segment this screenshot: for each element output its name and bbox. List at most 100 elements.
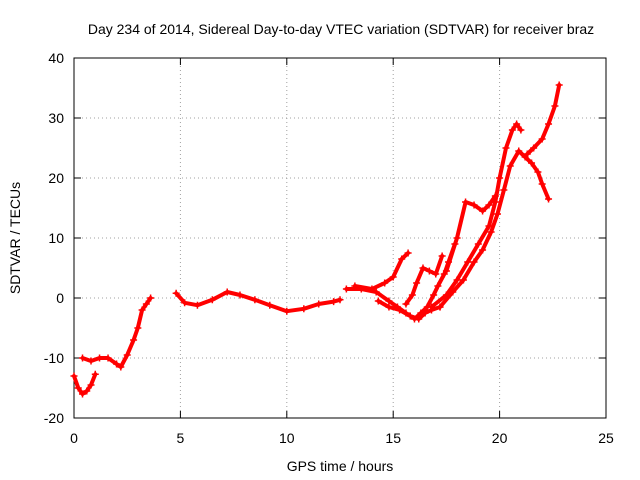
data-point	[398, 255, 406, 263]
data-point	[474, 240, 482, 248]
data-point	[506, 162, 514, 170]
data-point	[551, 102, 559, 110]
data-point	[432, 270, 440, 278]
data-point	[428, 303, 436, 311]
data-point	[436, 303, 444, 311]
data-point	[479, 207, 487, 215]
data-point	[493, 210, 501, 218]
series-line-arc-12	[525, 83, 562, 156]
data-point	[419, 264, 427, 272]
data-point	[147, 294, 155, 302]
data-point	[342, 285, 350, 293]
data-point	[508, 126, 516, 134]
data-point	[413, 279, 421, 287]
data-point	[374, 297, 382, 305]
data-point	[193, 301, 201, 309]
x-tick-label: 20	[492, 430, 508, 446]
data-point	[464, 258, 472, 266]
data-point	[402, 300, 410, 308]
data-point	[487, 228, 495, 236]
data-point	[453, 276, 461, 284]
data-point	[408, 291, 416, 299]
data-point	[485, 201, 493, 209]
data-point	[236, 291, 244, 299]
data-point	[351, 282, 359, 290]
data-point	[538, 180, 546, 188]
data-point	[104, 354, 112, 362]
data-point	[300, 305, 308, 313]
data-point	[266, 301, 274, 309]
x-tick-label: 5	[177, 430, 185, 446]
data-point	[372, 288, 380, 296]
data-point	[83, 387, 91, 395]
data-point	[528, 159, 536, 167]
data-point	[404, 249, 412, 257]
data-point	[530, 144, 538, 152]
data-point	[87, 381, 95, 389]
data-point	[113, 360, 121, 368]
data-point	[459, 276, 467, 284]
data-point	[430, 291, 438, 299]
data-point	[545, 120, 553, 128]
x-tick-label: 25	[598, 430, 614, 446]
data-point	[130, 336, 138, 344]
data-point	[117, 363, 125, 371]
data-point	[208, 296, 216, 304]
y-tick-label: 40	[48, 50, 64, 66]
data-point	[283, 307, 291, 315]
y-axis-label: SDTVAR / TECUs	[7, 182, 23, 294]
x-tick-label: 10	[279, 430, 295, 446]
data-point	[453, 234, 461, 242]
data-point	[523, 150, 531, 158]
data-point	[385, 303, 393, 311]
data-point	[381, 279, 389, 287]
y-tick-label: 30	[48, 110, 64, 126]
data-point	[470, 258, 478, 266]
data-point	[470, 201, 478, 209]
data-point	[138, 306, 146, 314]
data-point	[545, 195, 553, 203]
y-tick-label: 10	[48, 230, 64, 246]
data-point	[442, 267, 450, 275]
data-point	[502, 144, 510, 152]
data-point	[396, 306, 404, 314]
data-point	[134, 324, 142, 332]
data-point	[79, 354, 87, 362]
x-tick-label: 0	[70, 430, 78, 446]
data-point	[496, 174, 504, 182]
data-point	[181, 299, 189, 307]
data-point	[538, 135, 546, 143]
data-point	[251, 296, 259, 304]
data-point	[410, 315, 418, 323]
data-point	[438, 252, 446, 260]
data-point	[87, 357, 95, 365]
data-point	[513, 120, 521, 128]
y-tick-label: -20	[44, 410, 64, 426]
series-line-arc-2	[80, 296, 153, 369]
data-point	[479, 246, 487, 254]
y-tick-label: -10	[44, 350, 64, 366]
data-point	[517, 126, 525, 134]
data-point	[500, 186, 508, 194]
data-point	[336, 296, 344, 304]
data-point	[79, 390, 87, 398]
data-point	[223, 288, 231, 296]
data-point	[368, 285, 376, 293]
data-point	[534, 168, 542, 176]
series-line-arc-10	[429, 122, 523, 309]
data-point	[491, 198, 499, 206]
data-point	[96, 354, 104, 362]
x-axis-label: GPS time / hours	[287, 458, 394, 474]
data-point	[330, 298, 338, 306]
data-point	[315, 300, 323, 308]
data-series	[70, 81, 563, 398]
data-point	[70, 372, 78, 380]
data-point	[462, 198, 470, 206]
data-point	[555, 81, 563, 89]
data-point	[425, 267, 433, 275]
y-tick-label: 20	[48, 170, 64, 186]
data-point	[74, 384, 82, 392]
data-point	[172, 289, 180, 297]
data-point	[142, 300, 150, 308]
